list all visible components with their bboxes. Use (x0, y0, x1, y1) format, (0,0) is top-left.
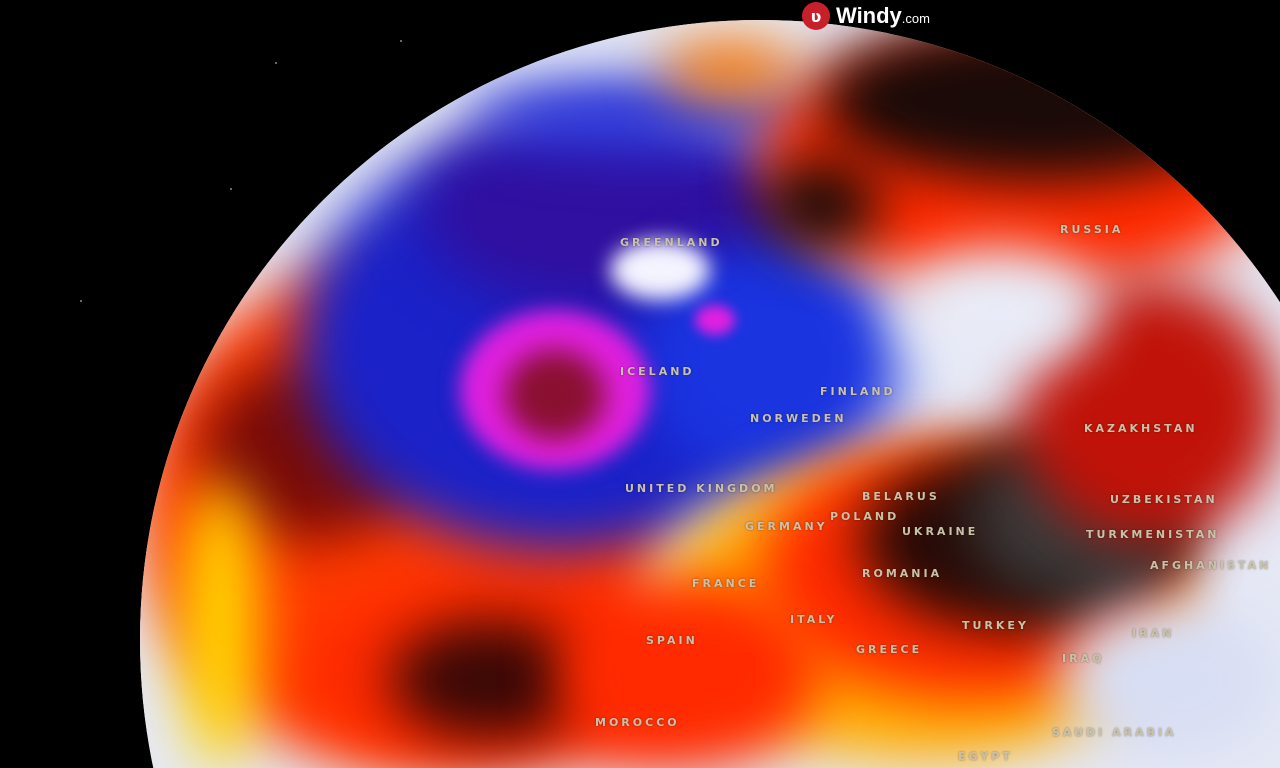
map-label: FINLAND (820, 385, 896, 398)
warm-anomaly (560, 580, 820, 768)
map-label: GREECE (856, 643, 923, 656)
map-label: SAUDI ARABIA (1052, 726, 1177, 739)
windy-logo-icon: ʋ (802, 2, 830, 30)
brand-suffix: .com (901, 11, 930, 26)
map-label: GERMANY (745, 520, 828, 533)
extreme-anomaly (760, 160, 880, 250)
map-label: ICELAND (620, 365, 695, 378)
map-label: TURKMENISTAN (1086, 528, 1220, 541)
extreme-anomaly (820, 20, 1260, 180)
map-label: NORWEDEN (750, 412, 847, 425)
neutral-area (610, 240, 710, 300)
weather-globe-map[interactable]: GREENLAND RUSSIA ICELAND FINLAND NORWEDE… (140, 20, 1280, 768)
warm-anomaly (180, 480, 260, 768)
map-label: UNITED KINGDOM (625, 482, 778, 495)
warm-anomaly (390, 620, 590, 740)
star (230, 188, 232, 190)
cyclone-core (505, 350, 605, 440)
map-label: KAZAKHSTAN (1084, 422, 1198, 435)
map-label: ITALY (790, 613, 838, 626)
map-label: ROMANIA (862, 567, 943, 580)
star (400, 40, 402, 42)
map-label: POLAND (830, 510, 900, 523)
star (275, 62, 277, 64)
map-label: TURKEY (962, 619, 1029, 632)
map-label: IRAQ (1062, 652, 1105, 665)
map-label: BELARUS (862, 490, 940, 503)
windy-logo[interactable]: ʋ Windy.com (802, 2, 930, 30)
brand-name: Windy (836, 3, 902, 28)
map-label: SPAIN (646, 634, 698, 647)
map-label: UKRAINE (902, 525, 979, 538)
very-cold-anomaly (695, 305, 735, 335)
map-label: AFGHANISTAN (1150, 559, 1272, 572)
neutral-area (900, 250, 1100, 370)
map-label: RUSSIA (1060, 223, 1124, 236)
neutral-area (1060, 600, 1280, 760)
star (80, 300, 82, 302)
map-label: EGYPT (958, 750, 1013, 763)
map-label: IRAN (1132, 627, 1175, 640)
map-label: UZBEKISTAN (1110, 493, 1218, 506)
warm-anomaly (660, 40, 800, 100)
map-label: GREENLAND (620, 236, 723, 249)
map-label: FRANCE (692, 577, 760, 590)
map-label: MOROCCO (595, 716, 680, 729)
